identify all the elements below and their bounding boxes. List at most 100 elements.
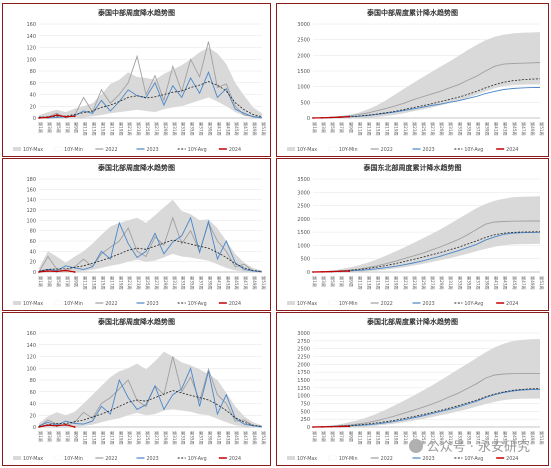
x-tick-label: 第5周 [55,122,62,133]
x-tick-label: 第35周 [465,276,472,290]
point-2024 [321,116,323,119]
x-tick-label: 第25周 [420,431,427,445]
x-tick-label: 第23周 [135,431,142,445]
x-tick-label: 第29周 [438,122,445,136]
x-tick-label: 第27周 [429,431,436,445]
legend-swatch-min [328,300,338,306]
x-tick-label: 第17周 [384,122,391,136]
x-tick-label: 第7周 [338,122,345,133]
x-tick-label: 第3周 [46,276,53,287]
y-tick-label: 120 [26,355,36,361]
legend-label: 2023 [147,147,159,153]
legend-label: 10Y-Max [23,147,43,153]
legend-label: 10Y-Max [297,147,317,153]
chart-panel-2: 泰国中部周度累计降水趋势图 0 500 1000 1500 2000 2500 3000 第1… [276,3,549,157]
x-tick-label: 第41周 [493,431,500,445]
x-tick-label: 第39周 [206,122,213,136]
y-tick-label: 2500 [297,347,310,353]
y-tick-label: 1000 [297,85,310,91]
point-2024 [73,426,76,428]
y-tick-label: 160 [26,22,36,28]
series-line-2022 [312,372,540,428]
x-tick-label: 第15周 [99,431,106,445]
x-tick-label: 第21周 [402,431,409,445]
y-tick-label: 1000 [297,243,310,249]
x-tick-label: 第23周 [135,276,142,290]
chart-svg: 0 20 40 60 80 100 120 140 160 第1周 第3周 第5周 第7周 第9周 第11周… [13,22,267,153]
x-tick-label: 第17周 [384,431,391,445]
point-2024 [47,116,49,119]
x-tick-label: 第25周 [420,276,427,290]
legend-label: 10Y-Min [339,147,358,153]
point-2024 [321,426,323,428]
x-tick-label: 第51周 [538,122,545,136]
x-tick-label: 第37周 [198,431,205,445]
x-tick-label: 第21周 [402,276,409,290]
chart-panel-3: 泰国北部周度降水趋势图 0 20 40 60 80 100 120 140 160 180 第1周第… [2,158,271,311]
point-2024 [321,270,323,273]
x-tick-label: 第19周 [393,431,400,445]
point-2024 [55,270,58,273]
y-tick-label: 160 [26,331,36,337]
chart-title: 泰国中部周度降水趋势图 [98,9,175,17]
x-tick-label: 第49周 [529,276,536,290]
x-tick-label: 第27周 [153,122,160,136]
legend-label: 2022 [105,456,117,462]
watermark: 公众号 · 永安研究 [408,436,530,455]
x-tick-label: 第13周 [91,276,98,290]
x-tick-label: 第1周 [311,276,318,287]
x-tick-label: 第17周 [384,276,391,290]
y-tick-label: 120 [26,208,36,214]
x-tick-label: 第13周 [91,431,98,445]
legend-label: 10Y-Min [64,301,83,307]
chart-title: 泰国东北部周度累计降水趋势图 [363,164,462,172]
x-tick-label: 第47周 [242,276,249,290]
y-tick-label: 2500 [297,204,310,210]
chart-svg: 020406080100120140160180第1周 第3周 第5周 第7周 第9周第… [13,177,267,307]
x-tick-label: 第13周 [365,122,372,136]
point-2024 [47,424,49,427]
x-tick-label: 第27周 [429,276,436,290]
x-tick-label: 第43周 [224,276,231,290]
x-tick-label: 第37周 [474,122,481,136]
x-tick-label: 第15周 [375,122,382,136]
series-line-2023 [38,366,263,428]
x-tick-label: 第13周 [365,431,372,445]
x-tick-label: 第39周 [206,276,213,290]
x-tick-label: 第11周 [356,122,363,136]
y-tick-label: 100 [26,57,36,63]
legend-label: 2024 [506,301,518,307]
x-tick-label: 第25周 [144,276,151,290]
point-2024 [348,270,351,272]
legend-label: 2022 [105,147,117,153]
chart-svg: 050010001500200025003000第1周 第3周 第5周 第7周 第9周第… [287,22,545,153]
legend-label: 2024 [229,456,241,462]
y-tick-label: 0 [307,425,310,431]
x-tick-label: 第15周 [375,431,382,445]
x-tick-label: 第13周 [91,122,98,136]
x-tick-label: 第29周 [438,431,445,445]
legend-label: 2024 [229,301,241,307]
series-line-2023 [312,87,541,119]
series-line-2022 [38,41,263,119]
x-tick-label: 第45周 [233,431,240,445]
y-tick-label: 80 [30,378,36,384]
y-tick-label: 60 [30,390,36,396]
legend-label: 2022 [381,147,393,153]
chart-panel-4: 泰国东北部周度累计降水趋势图 0 500 1000 1500 2000 2500 3000 3… [276,158,549,311]
y-tick-label: 20 [30,413,36,419]
chart-panel-1: 泰国中部周度降水趋势图 0 20 40 60 80 100 120 140 160 第1周 第3周第… [2,3,271,157]
series-line-10y-avg [38,81,263,118]
x-tick-label: 第19周 [393,122,400,136]
chart-panel-5: 泰国北部周度降水趋势图 0 20 40 60 80 100 120 140 160 第1周 第3周第… [2,312,271,466]
x-tick-label: 第17周 [108,431,115,445]
x-tick-label: 第45周 [233,122,240,136]
y-tick-label: 1000 [297,394,310,400]
point-2024 [38,426,40,428]
point-2024 [73,271,76,273]
legend-swatch-min [328,146,338,152]
y-tick-label: 3000 [297,190,310,196]
series-line-10y-avg [312,78,541,119]
series-line-10y-avg [38,239,263,272]
y-tick-label: 20 [30,104,36,110]
